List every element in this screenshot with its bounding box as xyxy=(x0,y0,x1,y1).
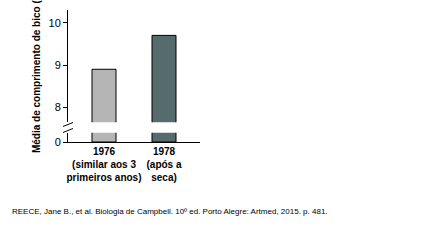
svg-text:10: 10 xyxy=(49,17,61,29)
svg-text:9: 9 xyxy=(55,59,61,71)
svg-text:Média de comprimento de bico (: Média de comprimento de bico (mm) xyxy=(31,0,42,153)
svg-text:1978(após aseca): 1978(após aseca) xyxy=(146,146,181,183)
svg-text:8: 8 xyxy=(55,101,61,113)
svg-text:0: 0 xyxy=(55,136,61,148)
svg-text:REECE, Jane B., et al. Biologi: REECE, Jane B., et al. Biologia de Campb… xyxy=(12,207,328,216)
svg-text:1976(similar aos 3primeiros an: 1976(similar aos 3primeiros anos) xyxy=(66,146,141,183)
